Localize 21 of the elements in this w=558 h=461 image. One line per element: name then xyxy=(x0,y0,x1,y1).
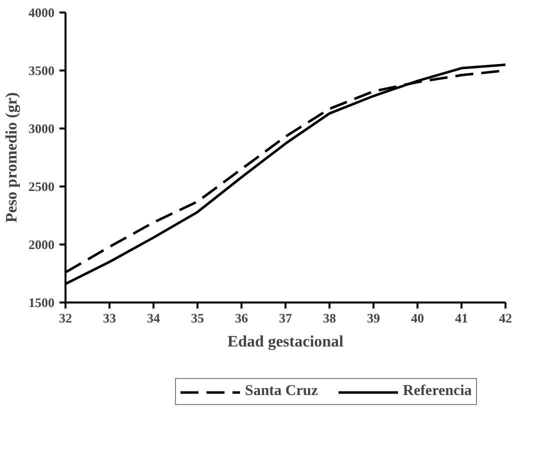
x-tick-label: 35 xyxy=(191,310,204,326)
x-tick-label: 40 xyxy=(411,310,424,326)
x-tick-label: 32 xyxy=(59,310,72,326)
x-tick-label: 39 xyxy=(367,310,380,326)
y-tick-label: 2000 xyxy=(28,237,54,252)
x-tick-label: 36 xyxy=(235,310,248,326)
x-axis-title: Edad gestacional xyxy=(227,334,344,350)
y-axis-title: Peso promedio (gr) xyxy=(4,92,20,223)
x-tick-label: 42 xyxy=(499,310,512,326)
legend-label: Santa Cruz xyxy=(245,383,318,400)
x-tick-label: 38 xyxy=(323,310,336,326)
y-tick-label: 1500 xyxy=(28,295,54,310)
y-tick-label: 3500 xyxy=(28,63,54,78)
x-tick-label: 37 xyxy=(279,310,292,326)
legend-label: Referencia xyxy=(402,383,472,400)
x-tick-label: 34 xyxy=(147,310,160,326)
x-tick-label: 33 xyxy=(103,310,116,326)
x-tick-label: 41 xyxy=(455,310,468,326)
y-tick-label: 4000 xyxy=(28,5,54,20)
y-tick-label: 2500 xyxy=(28,179,54,194)
y-tick-label: 3000 xyxy=(28,121,54,136)
